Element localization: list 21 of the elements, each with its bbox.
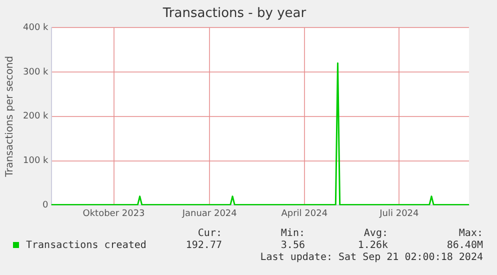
text: 1.26k	[358, 240, 388, 251]
chart-title: Transactions - by year	[162, 6, 307, 22]
text: Cur:	[198, 228, 222, 239]
y-tick-label: 300 k	[22, 67, 50, 78]
x-tick-label: April 2024	[281, 208, 328, 219]
text: Last update: Sat Sep 21 02:00:18 2024	[260, 252, 483, 263]
x-tick-label: Oktober 2023	[82, 208, 145, 219]
text: 86.40M	[446, 240, 483, 251]
text: Max:	[458, 228, 483, 239]
text: 192.77	[186, 240, 222, 251]
y-tick-label: 100 k	[22, 156, 50, 166]
x-tick-label: Januar 2024	[181, 208, 238, 219]
y-tick-label: 200 k	[22, 112, 50, 122]
text: 3.56	[280, 240, 305, 251]
y-tick-label: 400 k	[22, 22, 50, 33]
x-tick-label: Juli 2024	[378, 208, 420, 219]
y-tick-label: 0	[42, 200, 49, 211]
text: Avg:	[364, 228, 388, 239]
legend-label: Transactions created	[25, 240, 146, 251]
text: Min:	[280, 228, 305, 239]
y-axis-title: Transactions per second	[4, 56, 16, 178]
